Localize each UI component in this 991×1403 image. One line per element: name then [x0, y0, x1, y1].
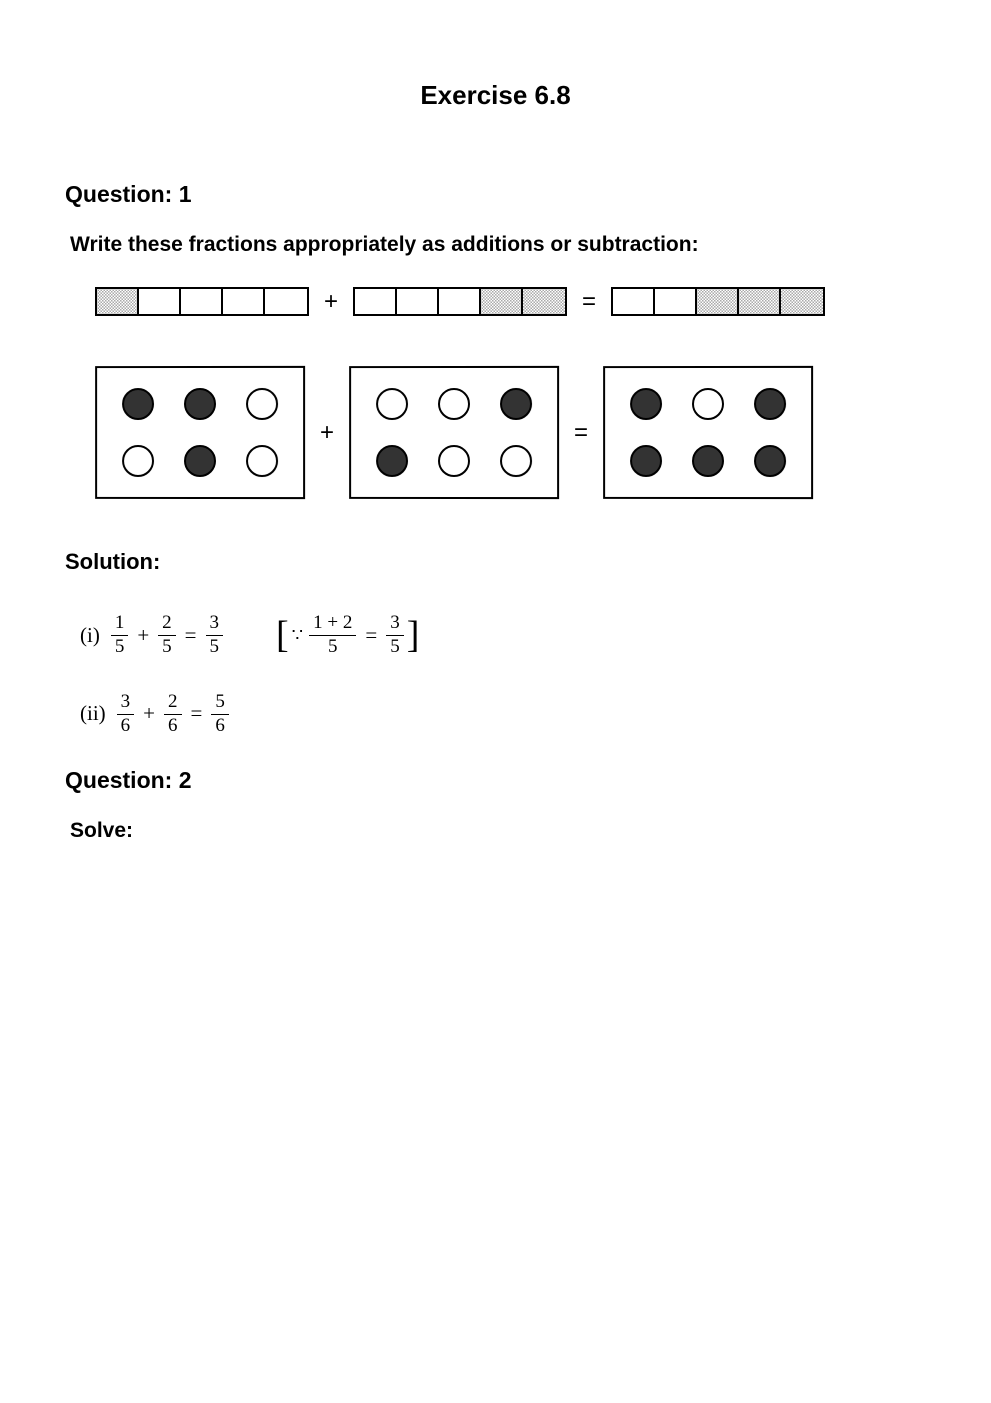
math-operator: =	[365, 619, 377, 653]
question-1-heading: Question: 1	[65, 181, 926, 208]
solution-line: (i)15+25=35[∵1 + 25=35]	[80, 605, 926, 666]
left-bracket: [	[276, 605, 289, 666]
right-bracket: ]	[407, 605, 420, 666]
dot-filled	[630, 388, 662, 420]
fraction: 26	[164, 691, 182, 738]
dot-filled	[376, 445, 408, 477]
solution-note: [∵1 + 25=35]	[276, 605, 419, 666]
plus-operator: +	[320, 419, 334, 447]
dot-filled	[692, 445, 724, 477]
fraction: 35	[206, 612, 224, 659]
fraction-dots-box	[603, 366, 813, 499]
because-symbol: ∵	[292, 621, 303, 650]
dot-filled	[630, 445, 662, 477]
fraction: 36	[117, 691, 135, 738]
bar-cell-empty	[265, 289, 307, 314]
fraction-numerator: 5	[211, 691, 229, 715]
bar-cell-empty	[181, 289, 223, 314]
fraction: 15	[111, 612, 129, 659]
dot-empty	[500, 445, 532, 477]
dot-empty	[246, 388, 278, 420]
dot-filled	[184, 445, 216, 477]
dot-empty	[438, 445, 470, 477]
question-1-prompt: Write these fractions appropriately as a…	[65, 233, 926, 257]
solution-item-label: (ii)	[80, 697, 106, 731]
bar-cell-shaded	[739, 289, 781, 314]
fraction-numerator: 3	[117, 691, 135, 715]
math-operator: +	[143, 697, 155, 731]
dot-empty	[438, 388, 470, 420]
exercise-title: Exercise 6.8	[65, 80, 926, 111]
fraction-denominator: 5	[111, 636, 129, 659]
fraction-numerator: 3	[206, 612, 224, 636]
bar-cell-empty	[397, 289, 439, 314]
dot-filled	[754, 445, 786, 477]
fraction: 35	[386, 612, 404, 659]
fraction-dots-box	[349, 366, 559, 499]
dot-empty	[246, 445, 278, 477]
fraction-bar	[611, 287, 825, 316]
math-operator: +	[137, 619, 149, 653]
bar-cell-shaded	[697, 289, 739, 314]
bar-cell-empty	[139, 289, 181, 314]
bar-diagram-row: +=	[65, 287, 926, 316]
fraction-numerator: 2	[158, 612, 176, 636]
solution-line: (ii)36+26=56	[80, 691, 926, 738]
fraction-denominator: 5	[206, 636, 224, 659]
fraction-bar	[353, 287, 567, 316]
dot-empty	[122, 445, 154, 477]
math-operator: =	[185, 619, 197, 653]
fraction: 1 + 25	[309, 612, 356, 659]
question-2-prompt: Solve:	[65, 819, 926, 843]
fraction-numerator: 1	[111, 612, 129, 636]
fraction: 56	[211, 691, 229, 738]
dot-filled	[184, 388, 216, 420]
fraction-denominator: 5	[324, 636, 342, 659]
dot-filled	[754, 388, 786, 420]
fraction-numerator: 1 + 2	[309, 612, 356, 636]
dot-empty	[692, 388, 724, 420]
plus-operator: +	[324, 288, 338, 316]
dot-empty	[376, 388, 408, 420]
bar-cell-empty	[223, 289, 265, 314]
fraction-denominator: 5	[158, 636, 176, 659]
bar-cell-empty	[613, 289, 655, 314]
fraction: 25	[158, 612, 176, 659]
fraction-dots-box	[95, 366, 305, 499]
math-operator: =	[191, 697, 203, 731]
bar-cell-empty	[439, 289, 481, 314]
fraction-denominator: 6	[164, 715, 182, 738]
solution-1-body: (i)15+25=35[∵1 + 25=35](ii)36+26=56	[65, 605, 926, 737]
equals-operator: =	[574, 419, 588, 447]
question-2-heading: Question: 2	[65, 767, 926, 794]
equals-operator: =	[582, 288, 596, 316]
dot-filled	[500, 388, 532, 420]
bar-cell-shaded	[781, 289, 823, 314]
fraction-denominator: 5	[386, 636, 404, 659]
fraction-bar	[95, 287, 309, 316]
dot-filled	[122, 388, 154, 420]
solution-1-heading: Solution:	[65, 549, 926, 575]
fraction-denominator: 6	[211, 715, 229, 738]
bar-cell-shaded	[481, 289, 523, 314]
bar-cell-shaded	[97, 289, 139, 314]
solution-item-label: (i)	[80, 619, 100, 653]
fraction-numerator: 3	[386, 612, 404, 636]
dots-diagram-row: +=	[65, 366, 926, 499]
bar-cell-empty	[655, 289, 697, 314]
fraction-numerator: 2	[164, 691, 182, 715]
bar-cell-empty	[355, 289, 397, 314]
bar-cell-shaded	[523, 289, 565, 314]
fraction-denominator: 6	[117, 715, 135, 738]
